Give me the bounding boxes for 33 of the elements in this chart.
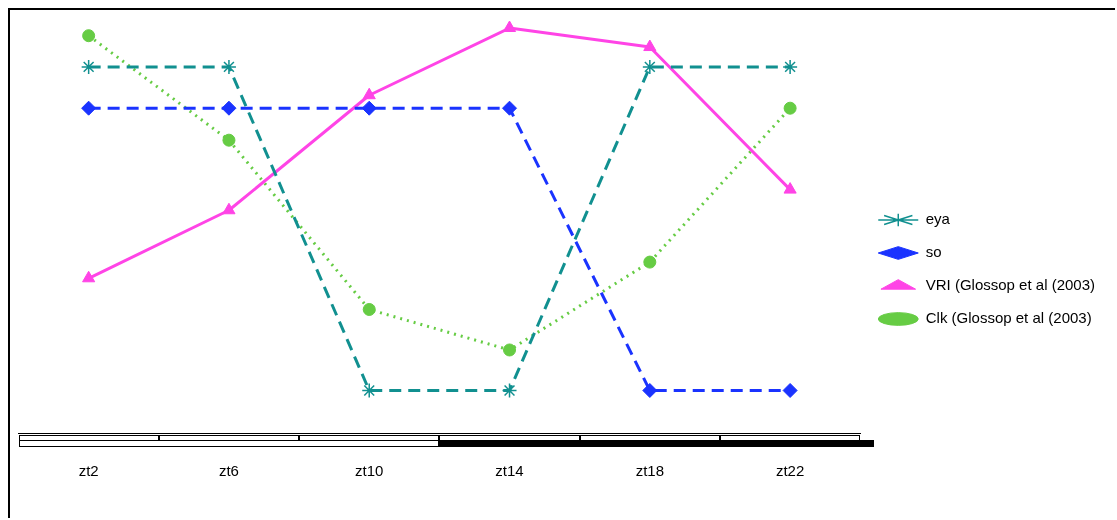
x-tick-label: zt2 bbox=[78, 462, 99, 480]
point bbox=[502, 100, 518, 116]
legend-label: eya bbox=[925, 210, 951, 228]
x-tick-label: zt14 bbox=[495, 462, 524, 480]
point bbox=[81, 100, 97, 116]
point bbox=[501, 382, 518, 399]
point bbox=[782, 382, 798, 398]
legend-label: Clk (Glossop et al (2003) bbox=[925, 309, 1092, 327]
point bbox=[361, 100, 377, 116]
point bbox=[783, 182, 797, 194]
legend-label: so bbox=[925, 243, 942, 261]
point bbox=[82, 270, 96, 283]
point bbox=[222, 133, 236, 147]
point bbox=[642, 382, 658, 398]
x-tick-label: zt22 bbox=[775, 462, 805, 480]
point bbox=[82, 29, 96, 43]
x-tick-label: zt6 bbox=[218, 462, 239, 480]
point bbox=[503, 343, 517, 357]
point bbox=[643, 39, 657, 52]
x-tick-label: zt18 bbox=[635, 462, 664, 480]
point bbox=[642, 59, 658, 75]
point bbox=[362, 302, 376, 316]
point bbox=[502, 20, 517, 32]
x-tick-label: zt10 bbox=[355, 462, 384, 480]
point bbox=[221, 100, 237, 116]
point bbox=[783, 101, 797, 115]
legend-label: VRI (Glossop et al (2003) bbox=[925, 276, 1096, 294]
point bbox=[361, 382, 377, 399]
point bbox=[782, 59, 798, 75]
point bbox=[643, 255, 657, 269]
point bbox=[221, 59, 237, 75]
point bbox=[222, 202, 236, 215]
point bbox=[362, 87, 376, 100]
